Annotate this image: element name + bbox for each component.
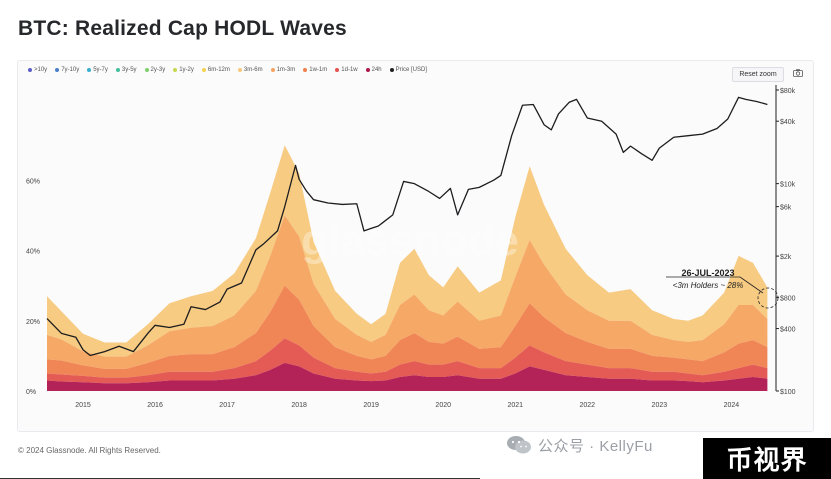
legend-label: 5y-7y xyxy=(93,67,108,73)
annotation-date: 26-JUL-2023 xyxy=(681,268,734,278)
legend-item[interactable]: 1w-1m xyxy=(303,67,327,73)
x-tick-label: 2016 xyxy=(147,402,163,409)
legend-item[interactable]: 1y-2y xyxy=(173,67,194,73)
legend-swatch xyxy=(28,68,32,72)
price-line xyxy=(46,96,768,357)
legend-item[interactable]: 3y-5y xyxy=(115,67,137,73)
brand-overlay-box: 币视界 xyxy=(703,438,831,479)
x-tick-label: 2024 xyxy=(724,402,740,409)
legend-label: 1d-1w xyxy=(341,67,358,73)
x-tick-label: 2019 xyxy=(363,402,379,409)
page-title: BTC: Realized Cap HODL Waves xyxy=(18,17,347,40)
legend-swatch xyxy=(270,68,275,72)
x-tick-label: 2023 xyxy=(652,402,668,409)
legend-label: 7y-10y xyxy=(61,67,80,73)
y-left-tick-label: 60% xyxy=(26,178,40,185)
legend-label: 3y-5y xyxy=(121,67,137,73)
legend-swatch xyxy=(365,68,370,72)
legend-label: >10y xyxy=(34,67,48,73)
x-tick-label: 2022 xyxy=(580,402,596,409)
legend-label: 6m-12m xyxy=(207,67,230,73)
legend-item[interactable]: Price [USD] xyxy=(389,67,427,73)
y-left-tick-label: 40% xyxy=(26,249,40,256)
legend-swatch xyxy=(173,68,178,72)
copyright-footer: © 2024 Glassnode. All Rights Reserved. xyxy=(18,446,161,455)
legend-label: 24h xyxy=(371,67,382,73)
legend-label: 1m-3m xyxy=(276,67,296,73)
wechat-watermark-text: 公众号 · KellyFu xyxy=(538,438,653,455)
legend-item[interactable]: 1d-1w xyxy=(335,67,358,73)
legend-item[interactable]: 3m-6m xyxy=(237,67,263,73)
x-tick-label: 2017 xyxy=(219,402,235,409)
y-left-tick-label: 20% xyxy=(26,319,40,326)
camera-icon[interactable] xyxy=(793,69,803,77)
legend-swatch xyxy=(55,68,60,72)
chart-legend: >10y 7y-10y 5y-7y 3y-5y 2y-3y 1y-2y 6m-12m 3m-6… xyxy=(28,67,435,73)
legend-label: 1w-1m xyxy=(309,67,328,73)
area-3m-6m xyxy=(47,145,768,357)
legend-item[interactable]: 7y-10y xyxy=(55,67,79,73)
y-left-tick-label: 0% xyxy=(26,389,36,396)
x-tick-label: 2015 xyxy=(75,402,91,409)
reset-zoom-button[interactable]: Reset zoom xyxy=(732,67,784,82)
y-right-tick-label: $400 xyxy=(780,327,796,334)
legend-swatch xyxy=(389,68,394,72)
legend-swatch xyxy=(303,68,308,72)
y-right-tick-label: $10k xyxy=(780,182,796,189)
area-1m-3m xyxy=(47,215,768,369)
annotation-text: <3m Holders ~ 28% xyxy=(673,281,744,290)
legend-swatch xyxy=(87,68,92,72)
legend-label: Price [USD] xyxy=(395,67,427,73)
legend-swatch xyxy=(201,68,206,72)
x-tick-label: 2020 xyxy=(435,402,451,409)
y-right-tick-label: $40k xyxy=(780,119,796,126)
legend-item[interactable]: 2y-3y xyxy=(144,67,166,73)
annotation-leader xyxy=(739,276,764,294)
y-right-tick-label: $2k xyxy=(780,254,792,261)
x-tick-label: 2021 xyxy=(507,402,523,409)
y-right-tick-label: $80k xyxy=(780,88,796,95)
legend-item[interactable]: 1m-3m xyxy=(270,67,296,73)
legend-swatch xyxy=(115,68,120,72)
legend-label: 3m-6m xyxy=(243,67,263,73)
wechat-icon xyxy=(507,436,531,454)
area-1w-1m xyxy=(47,285,768,378)
y-right-tick-label: $800 xyxy=(780,295,796,302)
area-1d-1w xyxy=(47,338,768,384)
legend-swatch xyxy=(144,68,149,72)
x-tick-label: 2018 xyxy=(291,402,307,409)
y-right-tick-label: $6k xyxy=(780,205,792,212)
legend-label: 1y-2y xyxy=(179,67,194,73)
legend-item[interactable]: 24h xyxy=(365,67,382,73)
legend-swatch xyxy=(237,68,242,72)
y-right-tick-label: $100 xyxy=(780,389,796,396)
area-24h xyxy=(47,362,768,391)
glassnode-watermark: glassnode xyxy=(301,216,519,265)
legend-swatch xyxy=(335,68,340,72)
legend-item[interactable]: >10y xyxy=(28,67,47,73)
annotation-circle xyxy=(757,287,779,309)
legend-item[interactable]: 6m-12m xyxy=(201,67,230,73)
legend-label: 2y-3y xyxy=(150,67,166,73)
legend-item[interactable]: 5y-7y xyxy=(87,67,108,73)
